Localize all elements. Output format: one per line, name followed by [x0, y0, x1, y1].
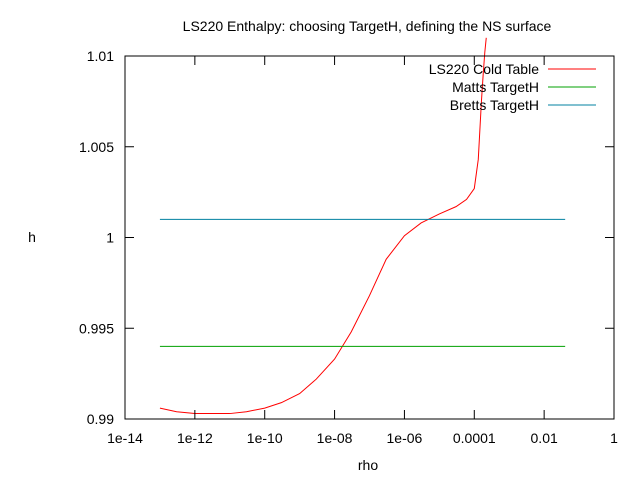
- x-tick-label: 1e-08: [317, 430, 353, 446]
- chart-title: LS220 Enthalpy: choosing TargetH, defini…: [183, 18, 552, 34]
- x-tick-label: 0.0001: [453, 430, 496, 446]
- x-tick-label: 1e-12: [177, 430, 213, 446]
- y-tick-label: 1.005: [79, 139, 114, 155]
- x-tick-label: 1: [610, 430, 618, 446]
- x-tick-label: 0.01: [531, 430, 558, 446]
- x-axis-label: rho: [358, 457, 378, 473]
- legend-label: Matts TargetH: [452, 79, 539, 95]
- y-axis-label: h: [28, 229, 36, 245]
- x-tick-label: 1e-14: [107, 430, 143, 446]
- plot-frame: [124, 55, 615, 420]
- y-tick-label: 1: [106, 230, 114, 246]
- x-tick-label: 1e-06: [387, 430, 423, 446]
- legend-label: LS220 Cold Table: [429, 61, 539, 77]
- legend-label: Bretts TargetH: [450, 97, 539, 113]
- y-tick-label: 0.995: [79, 320, 114, 336]
- y-tick-label: 1.01: [87, 48, 114, 64]
- series-line-1: [159, 37, 487, 415]
- x-tick-label: 1e-10: [247, 430, 283, 446]
- y-tick-label: 0.99: [87, 411, 114, 427]
